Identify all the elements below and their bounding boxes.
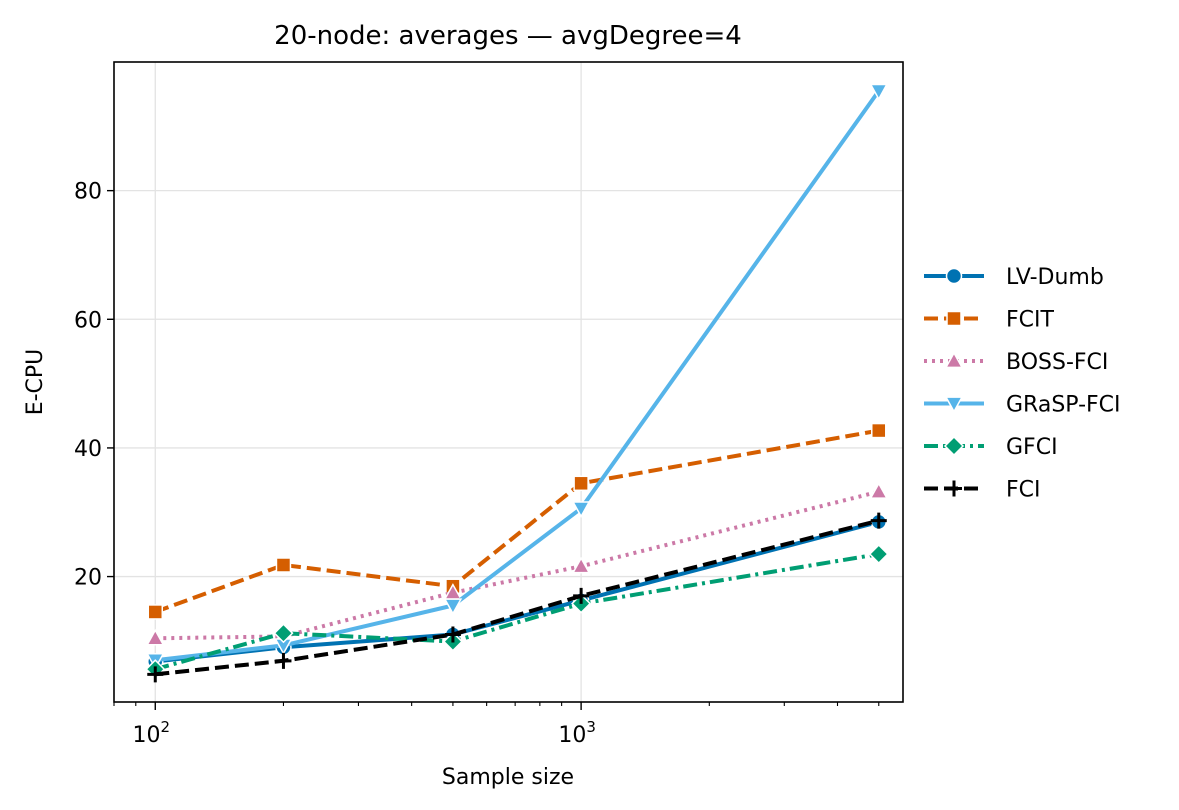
legend-marker xyxy=(944,396,964,414)
y-axis: 20 40 60 80 xyxy=(74,180,114,591)
legend-item: GFCI xyxy=(924,435,1058,460)
data-point xyxy=(868,543,889,565)
grid xyxy=(114,62,903,702)
legend: LV-Dumb FCIT BOSS-FCI GRaSP-FCI GFCI FCI xyxy=(924,265,1121,503)
legend-label: GRaSP-FCI xyxy=(1006,393,1121,418)
y-tick-label: 20 xyxy=(74,566,102,591)
series-line xyxy=(155,489,880,641)
data-point xyxy=(275,652,292,669)
legend-marker xyxy=(943,435,965,457)
data-point xyxy=(147,604,164,620)
data-point xyxy=(145,628,165,646)
series-line xyxy=(155,89,881,663)
data-point xyxy=(871,422,887,439)
y-tick-label: 40 xyxy=(74,437,102,462)
series-line xyxy=(154,428,880,614)
legend-label: FCIT xyxy=(1006,308,1055,333)
y-tick-label: 60 xyxy=(74,308,102,333)
series-layer xyxy=(145,83,889,683)
data-point xyxy=(444,626,461,643)
legend-marker xyxy=(946,480,962,497)
data-point xyxy=(147,666,164,683)
data-point xyxy=(571,501,591,518)
legend-label: FCI xyxy=(1006,478,1041,503)
data-point xyxy=(870,512,887,529)
x-axis: 102 103 xyxy=(113,702,880,748)
legend-label: BOSS-FCI xyxy=(1006,350,1108,375)
x-axis-label: Sample size xyxy=(442,765,574,790)
x-tick-label: 102 xyxy=(132,718,170,748)
legend-label: LV-Dumb xyxy=(1006,265,1104,290)
legend-marker xyxy=(945,267,963,285)
legend-item: GRaSP-FCI xyxy=(924,393,1121,418)
x-tick-label: 103 xyxy=(558,718,596,748)
y-axis-label: E-CPU xyxy=(23,349,48,416)
legend-item: FCIT xyxy=(924,308,1055,333)
data-point xyxy=(275,557,292,573)
legend-label: GFCI xyxy=(1006,435,1058,460)
legend-marker xyxy=(944,351,964,369)
plot-frame xyxy=(113,61,904,703)
data-point xyxy=(571,556,591,574)
chart-title: 20-node: averages — avgDegree=4 xyxy=(274,21,742,51)
data-point xyxy=(443,598,463,616)
series-gfci xyxy=(145,543,889,680)
series-line xyxy=(154,552,880,672)
data-point xyxy=(573,587,590,604)
data-point xyxy=(869,482,889,499)
legend-item: LV-Dumb xyxy=(924,265,1104,290)
legend-marker xyxy=(946,310,962,327)
legend-item: BOSS-FCI xyxy=(924,350,1108,375)
data-point xyxy=(573,475,589,492)
y-tick-label: 80 xyxy=(74,180,102,205)
series-fci xyxy=(147,512,887,683)
legend-item: FCI xyxy=(924,478,1041,503)
data-point xyxy=(869,83,889,101)
data-point xyxy=(273,623,294,644)
series-fcit xyxy=(147,422,887,620)
series-lv-dumb xyxy=(147,513,888,670)
